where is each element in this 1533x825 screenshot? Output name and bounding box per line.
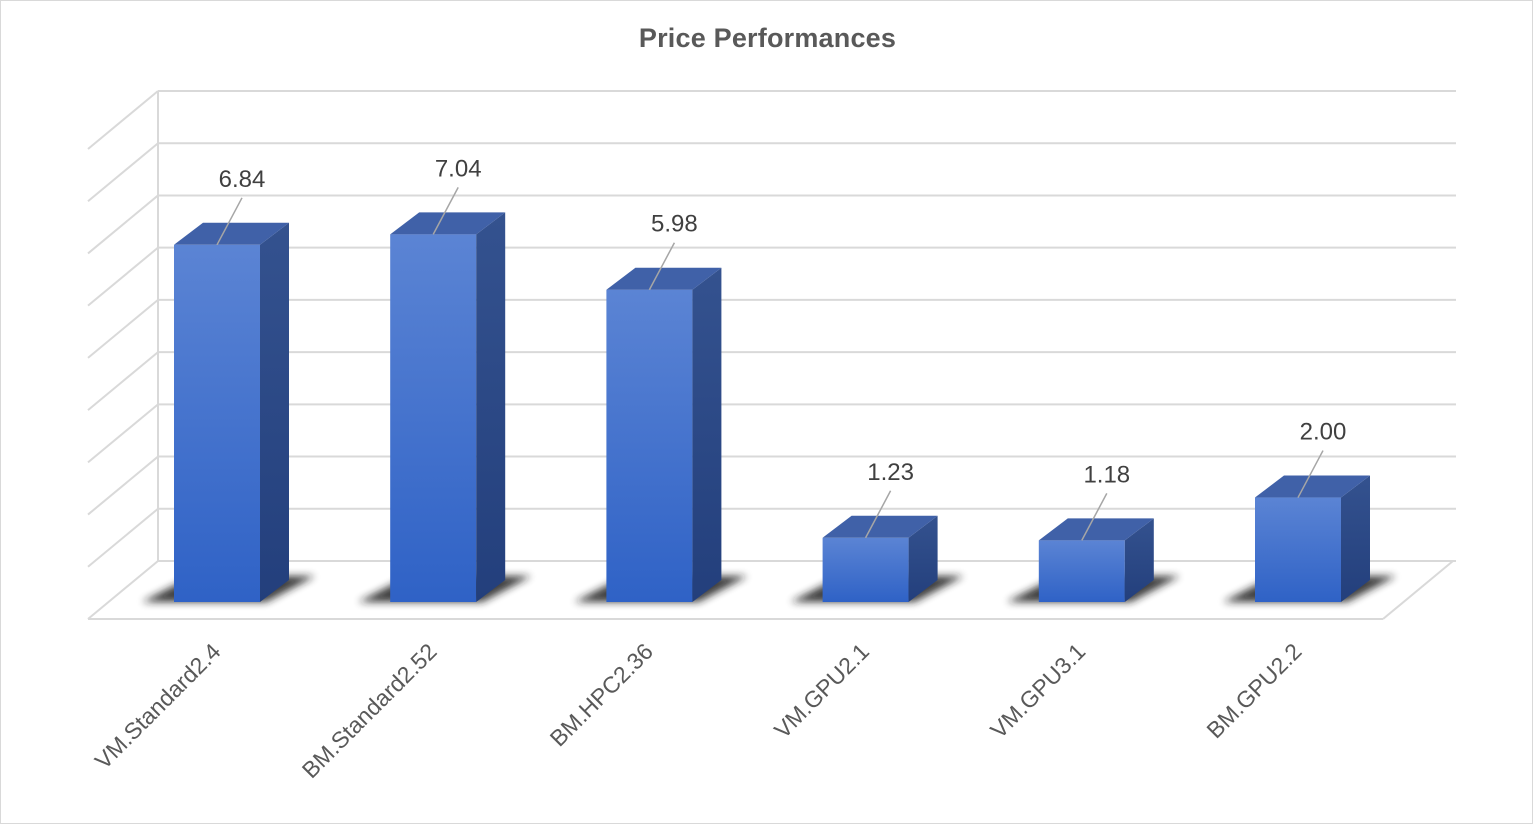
data-label-leader: [864, 490, 892, 539]
bar-side: [1341, 475, 1370, 602]
gridline-side: [87, 299, 159, 359]
bar-shadows: [142, 576, 1396, 602]
chart-title: Price Performances: [638, 23, 897, 53]
data-label-leader: [1297, 450, 1324, 498]
bar-side: [476, 212, 506, 602]
bar: [606, 267, 722, 602]
bar-top: [390, 212, 506, 235]
data-label-leader: [216, 197, 243, 246]
category-tick-labels: VM.Standard2.4 BM.Standard2.52 BM.HPC2.36 V…: [90, 638, 1307, 783]
category-label: BM.HPC2.36: [545, 638, 658, 751]
bar-front: [822, 537, 909, 602]
gridline-side: [87, 403, 159, 464]
gridline-side: [87, 90, 159, 150]
bar-side: [692, 267, 722, 602]
gridline-side: [87, 455, 159, 516]
bar-front: [606, 289, 693, 602]
bar-top: [606, 267, 722, 290]
bar: [390, 212, 506, 602]
data-label: 7.04: [435, 155, 482, 182]
data-label: 5.98: [651, 211, 698, 238]
gridlines: [87, 90, 1456, 620]
bar: [1255, 475, 1370, 602]
floor-edge-right: [1382, 560, 1454, 620]
bar-side: [260, 222, 289, 603]
bar-front: [1038, 540, 1125, 602]
bar-top: [1255, 475, 1370, 498]
gridline-side: [87, 194, 159, 255]
bar-front: [1255, 497, 1341, 602]
bar: [1038, 518, 1154, 602]
data-labels: 6.84 7.04 5.98 1.23 1.18 2.00: [216, 155, 1347, 541]
bar-front: [174, 244, 260, 603]
category-label: BM.GPU2.2: [1201, 638, 1306, 743]
gridline-side: [87, 351, 159, 411]
bar-side: [1124, 518, 1154, 602]
gridline-side: [87, 508, 159, 568]
bar-top: [174, 222, 289, 245]
data-label: 2.00: [1300, 419, 1347, 446]
category-label: BM.Standard2.52: [297, 638, 442, 783]
gridline-side: [87, 142, 159, 202]
data-label: 6.84: [219, 166, 266, 193]
data-label-leader: [648, 242, 676, 291]
gridline-side: [87, 560, 159, 620]
bar-top: [822, 515, 938, 538]
bar: [174, 222, 289, 603]
category-label: VM.GPU2.1: [769, 638, 874, 743]
data-label: 1.23: [867, 459, 914, 486]
bars: [174, 212, 1370, 603]
data-label-leader: [1081, 493, 1108, 541]
data-label: 1.18: [1083, 461, 1130, 488]
bar: [822, 515, 938, 602]
gridline-side: [87, 246, 159, 307]
category-label: VM.GPU3.1: [985, 638, 1090, 743]
bar-top: [1038, 518, 1154, 541]
category-label: VM.Standard2.4: [90, 638, 226, 774]
bar-front: [390, 234, 477, 602]
data-label-leader: [432, 187, 459, 235]
bar-side: [908, 515, 938, 602]
